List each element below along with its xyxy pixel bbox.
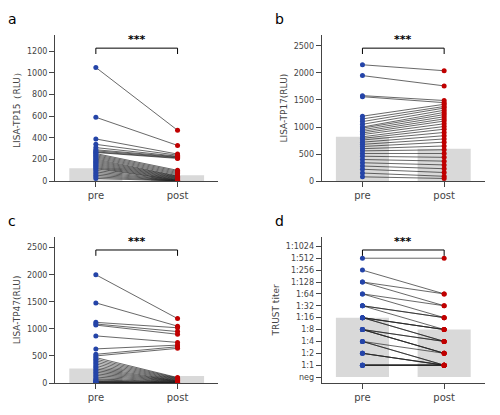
svg-text:1500: 1500 — [27, 298, 47, 307]
svg-text:400: 400 — [32, 134, 47, 143]
svg-text:post: post — [167, 190, 189, 201]
svg-text:1000: 1000 — [27, 325, 47, 334]
svg-text:post: post — [433, 190, 455, 201]
svg-text:1:1: 1:1 — [301, 361, 314, 370]
svg-text:1:64: 1:64 — [296, 290, 314, 299]
svg-text:2000: 2000 — [27, 271, 47, 280]
svg-text:1:4: 1:4 — [301, 337, 314, 346]
svg-text:pre: pre — [88, 190, 104, 201]
svg-text:1200: 1200 — [27, 47, 47, 56]
svg-text:pre: pre — [354, 392, 370, 403]
svg-text:1:256: 1:256 — [291, 266, 314, 275]
svg-text:LISA-TP15（RLU）: LISA-TP15（RLU） — [12, 68, 22, 148]
svg-text:0: 0 — [42, 379, 47, 388]
svg-text:1500: 1500 — [294, 96, 314, 105]
svg-text:1000: 1000 — [27, 69, 47, 78]
svg-text:pre: pre — [88, 392, 104, 403]
svg-text:1:32: 1:32 — [296, 302, 314, 311]
svg-text:c: c — [8, 213, 16, 229]
svg-text:1:2: 1:2 — [301, 349, 314, 358]
svg-text:1000: 1000 — [294, 123, 314, 132]
svg-text:200: 200 — [32, 155, 47, 164]
svg-text:1:512: 1:512 — [291, 254, 314, 263]
svg-text:***: *** — [128, 235, 146, 248]
svg-text:1:1024: 1:1024 — [286, 242, 314, 251]
svg-text:neg: neg — [299, 373, 314, 382]
svg-text:2500: 2500 — [294, 42, 314, 51]
svg-text:2500: 2500 — [27, 243, 47, 252]
svg-text:800: 800 — [32, 90, 47, 99]
svg-text:0: 0 — [42, 177, 47, 186]
svg-text:500: 500 — [299, 150, 314, 159]
svg-text:***: *** — [394, 33, 412, 46]
svg-text:***: *** — [128, 33, 146, 46]
svg-text:LISA-TP47(RLU): LISA-TP47(RLU) — [12, 276, 22, 345]
svg-text:1:8: 1:8 — [301, 325, 314, 334]
svg-text:600: 600 — [32, 112, 47, 121]
svg-text:***: *** — [394, 235, 412, 248]
svg-text:0: 0 — [309, 177, 314, 186]
svg-text:post: post — [433, 392, 455, 403]
svg-text:pre: pre — [354, 190, 370, 201]
svg-text:b: b — [275, 11, 284, 27]
svg-text:TRUST titer: TRUST titer — [271, 284, 281, 337]
svg-text:1:128: 1:128 — [291, 278, 314, 287]
svg-text:a: a — [8, 11, 17, 27]
svg-text:500: 500 — [32, 352, 47, 361]
svg-text:d: d — [275, 213, 284, 229]
svg-text:LISA-TP17(RLU): LISA-TP17(RLU) — [279, 74, 289, 143]
svg-text:post: post — [167, 392, 189, 403]
svg-text:2000: 2000 — [294, 69, 314, 78]
svg-text:1:16: 1:16 — [296, 313, 314, 322]
